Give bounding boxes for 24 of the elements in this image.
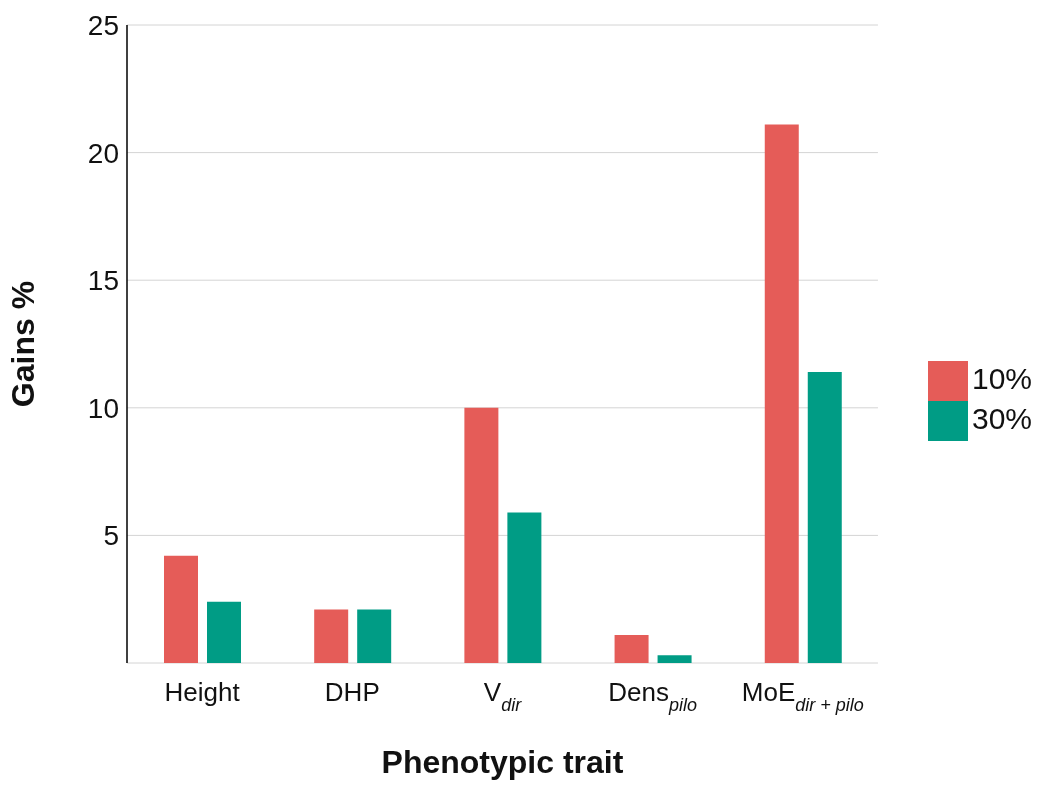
- x-tick-label: DHP: [324, 677, 380, 707]
- bar: [357, 609, 392, 663]
- legend-label: 30%: [971, 401, 1032, 435]
- bar: [314, 609, 349, 663]
- bar: [164, 555, 198, 663]
- bar: [207, 601, 241, 663]
- legend-label: 10%: [971, 361, 1032, 395]
- y-tick-label: 25: [87, 9, 119, 41]
- y-axis-title: Gains %: [5, 280, 42, 408]
- y-tick-label: 5: [103, 520, 119, 552]
- x-axis-title: Phenotypic trait: [381, 744, 624, 780]
- x-tick-label: Height: [164, 677, 241, 707]
- bar: [764, 124, 799, 663]
- x-tick-label: MoE$_{dir + pilo}$: [741, 677, 864, 715]
- bar: [507, 512, 542, 663]
- y-tick-label: 10: [87, 392, 119, 424]
- y-tick-label: 20: [87, 137, 119, 169]
- y-tick-label: 15: [87, 265, 119, 297]
- bar: [614, 634, 649, 663]
- bar: [464, 407, 499, 663]
- bar: [657, 655, 692, 663]
- x-tick-label: Dens$_{pilo}$: [608, 677, 698, 715]
- x-tick-label: V$_{dir}$: [483, 677, 523, 715]
- bar: [807, 372, 842, 663]
